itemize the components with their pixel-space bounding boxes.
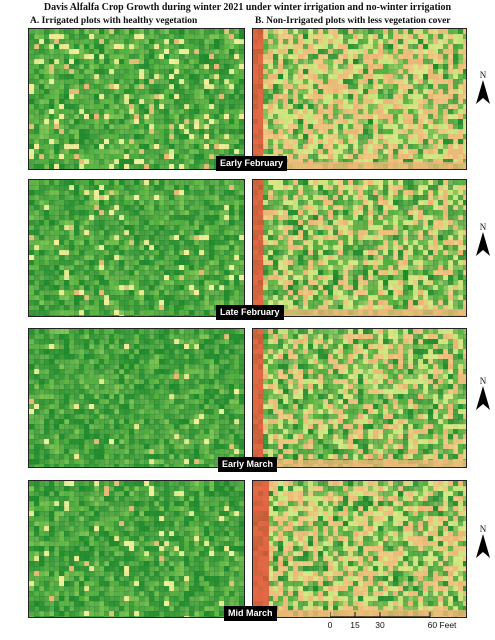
ndvi-raster-nonirrigated-early-february [253,29,466,169]
column-b-heading: B. Non-Irrigated plots with less vegetat… [255,16,451,26]
north-letter: N [479,376,487,386]
scale-bar-graphic [329,612,431,618]
north-letter: N [479,524,487,534]
north-arrow-icon [476,386,490,410]
ndvi-raster-nonirrigated-late-february [253,180,466,316]
panel-nonirrigated-late-february [252,179,467,317]
ndvi-raster-nonirrigated-mid-march [253,481,466,617]
scale-tick-30: 30 [375,620,385,630]
panel-nonirrigated-early-february [252,28,467,170]
ndvi-raster-nonirrigated-early-march [253,329,466,467]
north-arrow-1: N [476,70,490,104]
date-label-early-march: Early March [218,457,278,472]
north-arrow-icon [476,232,490,256]
ndvi-raster-irrigated-mid-march [29,481,244,617]
north-letter: N [479,70,487,80]
north-arrow-3: N [476,376,490,410]
map-title: Davis Alfalfa Crop Growth during winter … [43,2,452,13]
panel-irrigated-mid-march [28,480,245,618]
panel-irrigated-early-february [28,28,245,170]
ndvi-raster-irrigated-early-march [29,329,244,467]
north-arrow-2: N [476,222,490,256]
scale-tick-60-feet: 60 Feet [427,620,457,630]
column-a-heading: A. Irrigated plots with healthy vegetati… [30,16,198,26]
scale-tick-15: 15 [350,620,360,630]
date-label-late-february: Late February [216,305,284,320]
scale-bar: 0 15 30 60 Feet [327,608,490,636]
panel-irrigated-early-march [28,328,245,468]
panel-irrigated-late-february [28,179,245,317]
north-arrow-icon [476,534,490,558]
scale-tick-0: 0 [327,620,333,630]
ndvi-raster-irrigated-early-february [29,29,244,169]
date-label-early-february: Early February [216,156,288,171]
north-arrow-icon [476,80,490,104]
date-label-mid-march: Mid March [224,606,277,621]
north-letter: N [479,222,487,232]
panel-nonirrigated-mid-march [252,480,467,618]
north-arrow-4: N [476,524,490,558]
ndvi-raster-irrigated-late-february [29,180,244,316]
panel-nonirrigated-early-march [252,328,467,468]
